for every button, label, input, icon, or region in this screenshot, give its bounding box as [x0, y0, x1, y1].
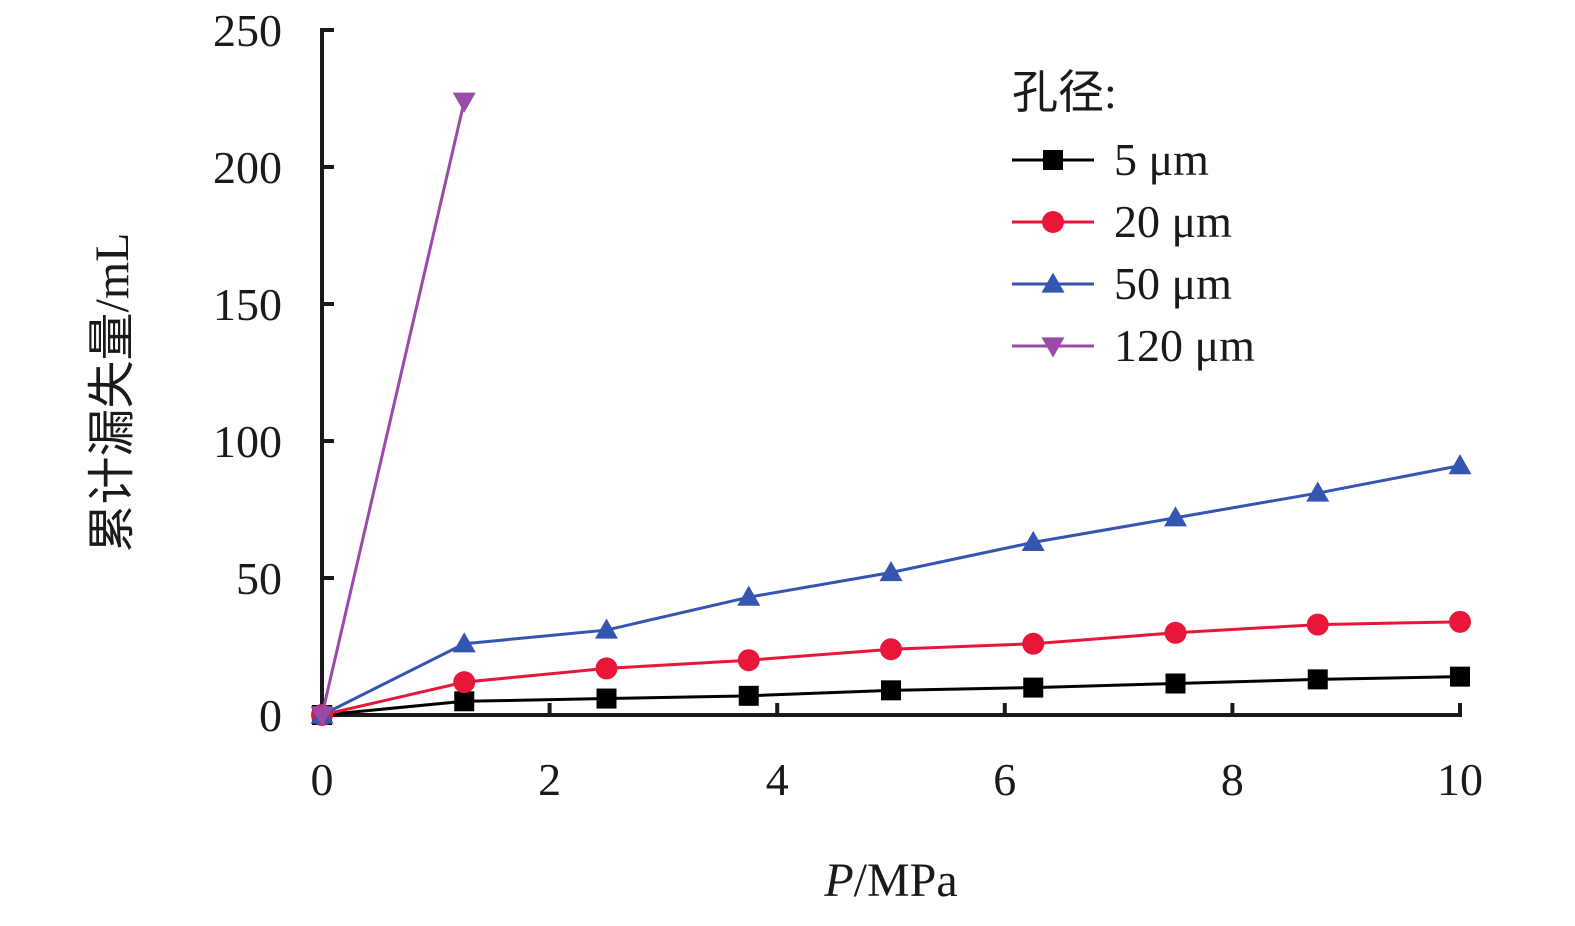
x-tick-label: 4: [766, 754, 789, 805]
legend-swatch-marker: [1041, 272, 1065, 293]
data-point: [595, 618, 618, 639]
data-point: [1448, 454, 1472, 475]
data-point: [1022, 632, 1045, 655]
series-layer: [310, 92, 1472, 727]
data-point: [596, 688, 617, 709]
y-ticks: 0 50 100 150 200 250: [213, 5, 334, 741]
data-point: [879, 561, 903, 582]
data-point: [1306, 613, 1329, 636]
data-point: [880, 638, 902, 661]
legend-label: 120 μm: [1114, 320, 1255, 371]
legend-items: 5 μm 20 μm 50 μm 120 μm: [1012, 134, 1255, 371]
series-line: [320, 100, 466, 716]
legend-label: 5 μm: [1114, 134, 1209, 185]
data-point: [452, 92, 476, 113]
data-point: [1021, 530, 1045, 552]
legend-swatch-marker: [1041, 337, 1065, 358]
x-tick-label: 2: [538, 754, 561, 805]
data-point: [1164, 621, 1187, 644]
y-tick-label: 0: [259, 690, 282, 741]
x-tick-label: 6: [993, 754, 1016, 805]
data-point: [452, 632, 476, 653]
data-point: [1450, 666, 1470, 687]
legend: 孔径: 5 μm 20 μm 50 μm 120 μm: [1012, 67, 1255, 371]
legend-swatch-marker: [1043, 150, 1063, 170]
data-point: [1164, 506, 1187, 527]
data-point: [737, 585, 761, 606]
data-point: [737, 649, 760, 672]
data-point: [1306, 481, 1330, 502]
series-1: [312, 666, 1470, 725]
data-point: [1307, 669, 1328, 690]
data-point: [881, 680, 901, 701]
data-point: [1449, 610, 1471, 633]
legend-swatch-marker: [1042, 211, 1064, 233]
y-axis-title: 累计漏失量/mL: [86, 233, 139, 553]
axes: 0 2 4 6 8 10 0 50 100 150 200 250: [213, 5, 1483, 805]
x-axis-title-variable: P: [823, 854, 853, 907]
x-axis-title-unit: /MPa: [854, 854, 958, 907]
x-axis-title: P/MPa: [823, 854, 957, 907]
legend-label: 50 μm: [1114, 258, 1232, 309]
x-tick-label: 8: [1221, 754, 1244, 805]
legend-label: 20 μm: [1114, 196, 1232, 247]
legend-title: 孔径:: [1012, 67, 1117, 118]
y-tick-label: 150: [213, 279, 282, 330]
series-4: [310, 92, 476, 727]
series-2: [311, 610, 1471, 726]
data-point: [1023, 677, 1044, 698]
data-point: [738, 685, 759, 706]
legend-item: 5 μm: [1012, 134, 1209, 185]
y-tick-label: 250: [213, 5, 282, 56]
data-point: [595, 657, 618, 680]
series-line: [321, 464, 1461, 717]
data-point: [1165, 673, 1186, 694]
data-point: [453, 671, 476, 694]
x-ticks: 0 2 4 6 8 10: [311, 703, 1483, 805]
y-tick-label: 50: [236, 553, 282, 604]
x-tick-label: 0: [311, 754, 334, 805]
legend-item: 120 μm: [1012, 320, 1255, 371]
data-point: [454, 691, 475, 712]
x-tick-label: 10: [1437, 754, 1483, 805]
series-3: [310, 454, 1472, 724]
y-tick-label: 100: [213, 416, 282, 467]
y-tick-label: 200: [213, 142, 282, 193]
data-point: [310, 706, 334, 727]
legend-item: 50 μm: [1012, 258, 1232, 309]
legend-item: 20 μm: [1012, 196, 1232, 247]
